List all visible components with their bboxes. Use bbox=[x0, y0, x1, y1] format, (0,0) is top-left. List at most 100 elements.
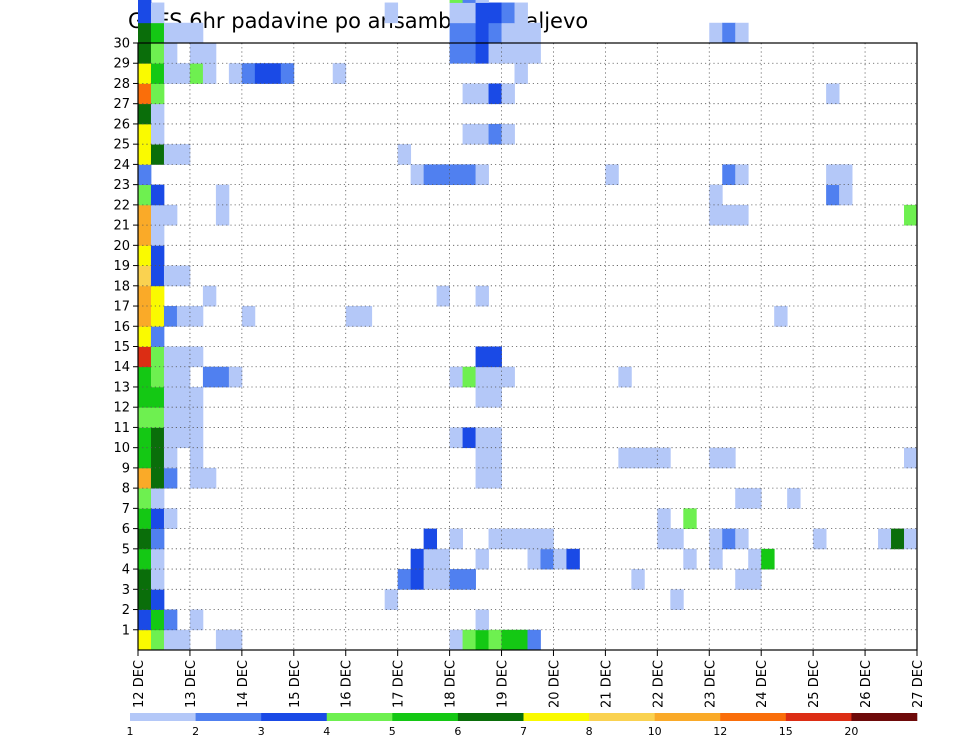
heatmap-cell bbox=[813, 528, 827, 550]
heatmap-cell bbox=[670, 589, 684, 610]
colorbar-label: 10 bbox=[648, 725, 662, 738]
heatmap-cell bbox=[462, 2, 476, 24]
heatmap-cell bbox=[138, 407, 152, 428]
heatmap-cell bbox=[150, 508, 165, 529]
heatmap-cell bbox=[475, 366, 489, 388]
colorbar-legend: 1 2 3 4 5 6 7 8 10 12 15 20 bbox=[127, 713, 918, 738]
heatmap-cell bbox=[475, 629, 489, 651]
heatmap-cell bbox=[475, 609, 489, 631]
heatmap-cell bbox=[488, 447, 502, 469]
heatmap-cell bbox=[189, 346, 204, 368]
heatmap-cell bbox=[215, 204, 230, 226]
heatmap-cell bbox=[138, 427, 152, 449]
y-tick-label: 22 bbox=[113, 198, 130, 213]
heatmap-cell bbox=[150, 103, 165, 125]
heatmap-cell bbox=[150, 43, 165, 64]
heatmap-cell bbox=[488, 2, 502, 24]
y-tick-label: 12 bbox=[113, 401, 130, 416]
heatmap-cell bbox=[904, 447, 918, 469]
heatmap-cell bbox=[163, 204, 178, 226]
heatmap-cell bbox=[488, 22, 502, 44]
colorbar-label: 15 bbox=[779, 725, 793, 738]
heatmap-cell bbox=[657, 508, 671, 529]
heatmap-cell bbox=[514, 63, 528, 84]
heatmap-cell bbox=[138, 225, 152, 246]
heatmap-cell bbox=[735, 22, 749, 44]
heatmap-cell bbox=[748, 569, 762, 590]
heatmap-cell bbox=[423, 569, 438, 590]
heatmap-cell bbox=[150, 589, 165, 610]
heatmap-cell bbox=[657, 528, 671, 550]
colorbar-label: 7 bbox=[520, 725, 527, 738]
y-tick-label: 2 bbox=[122, 603, 130, 618]
heatmap-cell bbox=[475, 123, 489, 145]
y-tick-label: 10 bbox=[113, 441, 130, 456]
heatmap-cell bbox=[670, 528, 684, 550]
heatmap-cell bbox=[462, 123, 476, 145]
heatmap-cell bbox=[488, 346, 502, 368]
heatmap-cell bbox=[683, 508, 697, 529]
heatmap-cell bbox=[501, 83, 515, 105]
heatmap-cell bbox=[176, 306, 191, 327]
heatmap-cell bbox=[735, 204, 749, 226]
heatmap-cell bbox=[384, 2, 399, 24]
heatmap-cell bbox=[839, 184, 853, 206]
heatmap-cell bbox=[150, 447, 165, 469]
y-tick-label: 25 bbox=[113, 138, 130, 153]
heatmap-cell bbox=[449, 43, 463, 64]
colorbar-swatch bbox=[326, 713, 393, 721]
y-tick-label: 20 bbox=[113, 239, 130, 254]
heatmap-cell bbox=[475, 386, 489, 408]
heatmap-cell bbox=[761, 548, 775, 570]
heatmap-cell bbox=[527, 22, 541, 44]
heatmap-cell bbox=[488, 467, 502, 489]
heatmap-cell bbox=[449, 22, 463, 44]
heatmap-cell bbox=[722, 164, 736, 186]
heatmap-cell bbox=[449, 427, 463, 449]
y-tick-label: 15 bbox=[113, 340, 130, 355]
heatmap-cell bbox=[150, 629, 165, 651]
heatmap-cell bbox=[215, 629, 230, 651]
x-tick-label: 15 DEC bbox=[288, 660, 303, 708]
heatmap-cell bbox=[280, 63, 295, 84]
heatmap-cell bbox=[475, 43, 489, 64]
heatmap-cell bbox=[189, 407, 204, 428]
heatmap-cell bbox=[826, 83, 840, 105]
y-tick-label: 28 bbox=[113, 77, 130, 92]
colorbar-swatch bbox=[392, 713, 459, 721]
x-tick-label: 25 DEC bbox=[807, 660, 822, 708]
heatmap-cell bbox=[449, 569, 463, 590]
y-tick-label: 26 bbox=[113, 117, 130, 132]
heatmap-cell bbox=[488, 386, 502, 408]
heatmap-cell bbox=[138, 245, 152, 266]
heatmap-cell bbox=[423, 164, 438, 186]
heatmap-cell bbox=[150, 63, 165, 84]
heatmap-cell bbox=[527, 629, 541, 651]
y-tick-label: 17 bbox=[113, 300, 130, 315]
heatmap-cell bbox=[150, 609, 165, 631]
heatmap-cell bbox=[462, 629, 476, 651]
x-tick-label: 17 DEC bbox=[392, 660, 407, 708]
y-tick-label: 5 bbox=[122, 542, 130, 557]
colorbar-swatch bbox=[523, 713, 590, 721]
x-tick-label: 27 DEC bbox=[911, 660, 926, 708]
y-tick-label: 9 bbox=[122, 461, 130, 476]
heatmap-cell bbox=[176, 22, 191, 44]
heatmap-cell bbox=[176, 265, 191, 287]
heatmap-cell bbox=[150, 306, 165, 327]
heatmap-cell bbox=[176, 427, 191, 449]
heatmap-cell bbox=[189, 43, 204, 64]
colorbar-swatch bbox=[457, 713, 524, 721]
heatmap-cell bbox=[891, 528, 905, 550]
heatmap-cell bbox=[150, 265, 165, 287]
heatmap-cell bbox=[722, 204, 736, 226]
heatmap-cell bbox=[138, 83, 152, 105]
heatmap-cell bbox=[202, 366, 217, 388]
heatmap-cell bbox=[488, 366, 502, 388]
heatmap-cell bbox=[722, 447, 736, 469]
heatmap-cell bbox=[189, 386, 204, 408]
heatmap-cell bbox=[501, 528, 515, 550]
heatmap-cell bbox=[709, 447, 723, 469]
heatmap-cell bbox=[904, 204, 918, 226]
heatmap-cell bbox=[241, 306, 256, 327]
